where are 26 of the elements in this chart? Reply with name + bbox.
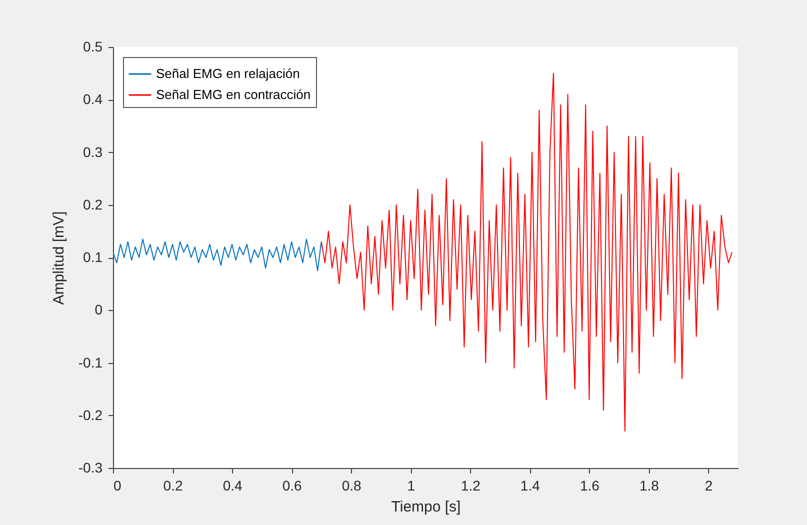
x-tick-label: 2 xyxy=(704,478,713,494)
y-axis-title: Amplitud [mV] xyxy=(50,211,68,305)
y-tick-label: 0 xyxy=(94,302,103,318)
x-tick-label: 1 xyxy=(407,478,416,494)
x-tick-label: 1.4 xyxy=(520,478,540,494)
y-tick-label: 0.4 xyxy=(83,91,103,108)
y-tick-label: -0.3 xyxy=(78,460,103,476)
x-tick-label: 1.8 xyxy=(639,478,660,494)
line-series xyxy=(320,72,733,432)
y-tick-label: 0.1 xyxy=(83,249,103,265)
x-tick-label: 1.2 xyxy=(460,478,481,494)
x-tick-label: 0.8 xyxy=(342,478,362,494)
y-tick-label: 0.5 xyxy=(83,38,103,54)
y-tick-label: -0.1 xyxy=(78,354,103,370)
x-axis-title: Tiempo [s] xyxy=(391,498,461,516)
x-tick-label: 0.4 xyxy=(222,478,242,494)
x-tick-label: 0 xyxy=(114,478,122,494)
x-tick-label: 0.6 xyxy=(282,478,302,494)
y-tick-label: 0.3 xyxy=(83,144,103,160)
x-tick-label: 0.2 xyxy=(163,478,183,494)
line-series xyxy=(113,238,322,272)
y-tick-label: 0.2 xyxy=(83,196,103,212)
y-tick-label: -0.2 xyxy=(78,406,103,423)
legend-label: Señal EMG en contracción xyxy=(156,87,311,102)
legend-label: Señal EMG en relajación xyxy=(156,66,300,81)
x-tick-label: 1.6 xyxy=(580,478,600,494)
